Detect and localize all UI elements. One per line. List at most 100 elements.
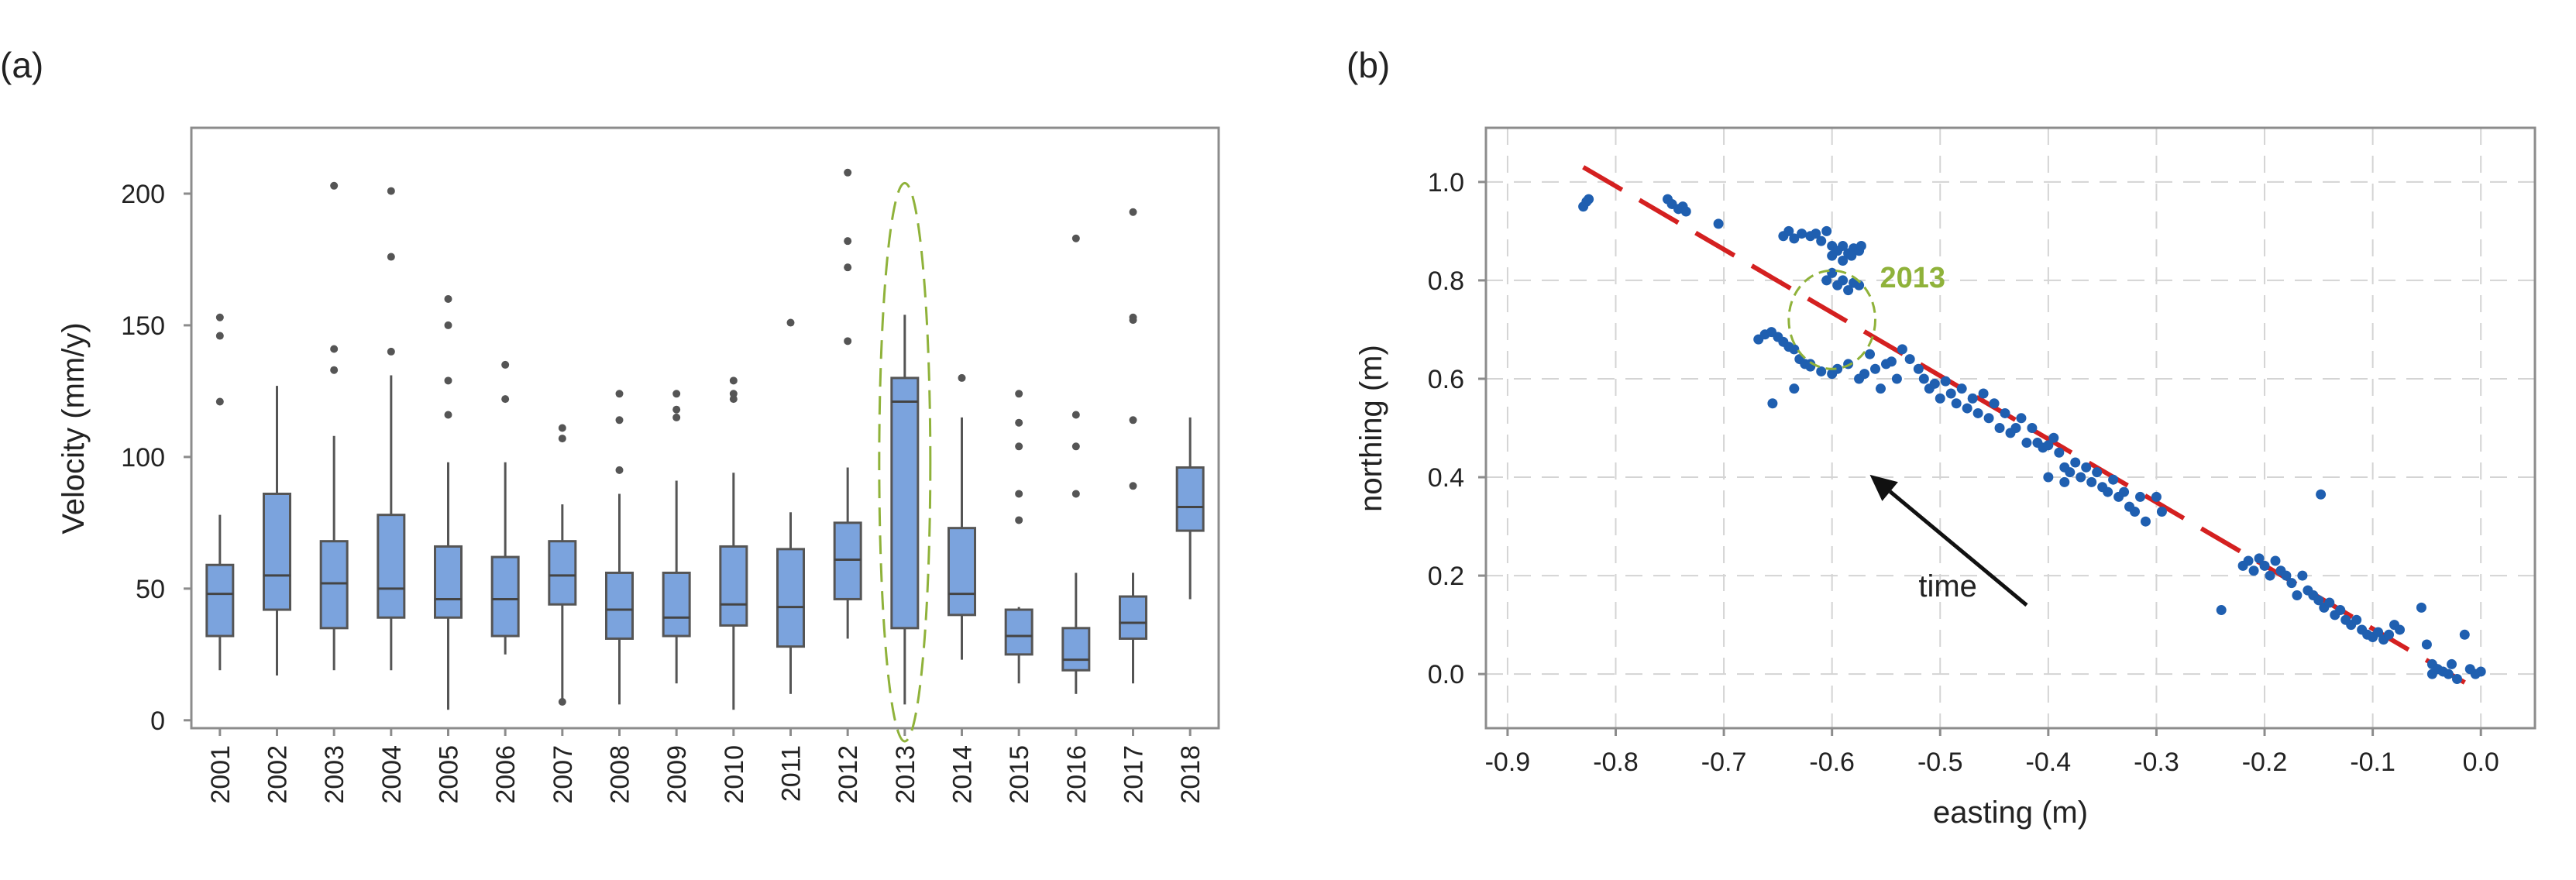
scatter-point — [2092, 467, 2103, 478]
scatter-point — [1783, 225, 1794, 236]
scatter-point — [1865, 349, 1876, 359]
scatter-point — [2313, 595, 2324, 606]
scatter-point — [2070, 457, 2081, 468]
scatter-point — [1967, 393, 1978, 404]
outlier-point — [215, 332, 224, 340]
y-tick-label: 150 — [121, 311, 165, 341]
box-2002 — [263, 386, 291, 676]
scatter-point — [2335, 605, 2346, 616]
panel-b-time-label: time — [1918, 569, 1977, 603]
scatter-point — [2016, 413, 2027, 424]
outlier-point — [672, 413, 681, 421]
scatter-point — [1929, 378, 1940, 389]
scatter-point — [2156, 506, 2167, 517]
scatter-point — [2081, 462, 2092, 473]
scatter-point — [2103, 486, 2113, 497]
x-tick-label: 2001 — [206, 745, 236, 804]
scatter-point — [1989, 398, 2000, 409]
box-2005 — [434, 294, 463, 710]
scatter-point — [1797, 229, 1807, 239]
x-tick-label: -0.6 — [1809, 748, 1855, 777]
scatter-point — [2130, 506, 2141, 517]
box-iqr — [263, 492, 291, 611]
scatter-point — [2027, 423, 2038, 433]
scatter-point — [2243, 555, 2254, 566]
scatter-point — [1838, 240, 1849, 251]
scatter-point — [1827, 250, 1838, 261]
outlier-point — [1071, 490, 1080, 498]
scatter-point — [2076, 472, 2086, 483]
outlier-point — [672, 390, 681, 398]
scatter-point — [2065, 467, 2076, 478]
outlier-point — [330, 366, 339, 374]
scatter-point — [1584, 194, 1594, 205]
scatter-point — [1821, 225, 1832, 236]
scatter-point — [2043, 440, 2054, 451]
scatter-point — [2421, 639, 2432, 650]
scatter-point — [2416, 602, 2426, 613]
outlier-point — [387, 253, 395, 261]
outlier-point — [1129, 208, 1137, 216]
scatter-point — [1680, 206, 1691, 217]
scatter-point — [2108, 474, 2119, 485]
box-2009 — [662, 390, 691, 684]
panel-b-y-ticks: 0.0 0.2 0.4 0.6 0.8 1.0 — [1428, 168, 1486, 689]
outlier-point — [501, 360, 510, 369]
outlier-point — [444, 376, 452, 385]
x-tick-label: 2005 — [435, 745, 464, 804]
scatter-point — [1870, 363, 1881, 374]
scatter-point — [2086, 476, 2097, 487]
scatter-point — [1838, 256, 1849, 266]
outlier-point — [844, 237, 852, 246]
box-2013 — [890, 315, 920, 705]
panel-b-points — [1578, 194, 2486, 684]
box-2018 — [1175, 417, 1205, 600]
outlier-point — [1015, 516, 1023, 524]
box-2017 — [1119, 208, 1147, 684]
scatter-point — [2451, 673, 2462, 684]
box-2014 — [948, 373, 976, 660]
scatter-point — [2281, 570, 2292, 581]
x-tick-label: -0.3 — [2134, 748, 2179, 777]
x-tick-label: 2009 — [662, 745, 692, 804]
scatter-point — [2459, 629, 2470, 640]
scatter-point — [2000, 407, 2010, 418]
scatter-point — [1935, 393, 1945, 404]
box-2016 — [1061, 234, 1091, 694]
outlier-point — [844, 263, 852, 272]
box-iqr — [319, 540, 349, 630]
outlier-point — [1129, 416, 1137, 425]
scatter-point — [2324, 597, 2335, 608]
outlier-point — [1015, 390, 1023, 398]
scatter-point — [2140, 516, 2151, 527]
scatter-point — [1789, 383, 1800, 394]
outlier-point — [1071, 442, 1080, 451]
outlier-point — [844, 337, 852, 345]
panel-b-label: (b) — [1346, 45, 1390, 85]
box-2006 — [490, 360, 520, 655]
x-tick-label: 2015 — [1005, 745, 1034, 804]
scatter-point — [2216, 605, 2227, 616]
outlier-point — [615, 466, 624, 474]
x-tick-label: 2018 — [1176, 745, 1205, 804]
x-tick-label: 0.0 — [2463, 748, 2499, 777]
x-tick-label: -0.4 — [2026, 748, 2072, 777]
outlier-point — [330, 345, 339, 353]
x-tick-label: -0.9 — [1485, 748, 1531, 777]
box-2001 — [205, 313, 235, 671]
outlier-point — [387, 347, 395, 356]
box-iqr — [605, 571, 634, 640]
outlier-point — [444, 321, 452, 329]
scatter-point — [1972, 407, 1983, 418]
scatter-point — [1962, 403, 1972, 414]
scatter-point — [2021, 438, 2032, 449]
x-tick-label: 2011 — [777, 745, 807, 802]
x-tick-label: 2004 — [377, 745, 407, 804]
panel-b-time-arrow — [1889, 490, 2028, 607]
scatter-point — [2048, 432, 2059, 443]
panel-b-x-axis-title: easting (m) — [1933, 796, 2088, 830]
panel-a-boxes — [205, 168, 1205, 743]
box-iqr — [1061, 627, 1091, 672]
y-tick-label: 0.4 — [1428, 463, 1464, 493]
scatter-point — [1838, 275, 1849, 286]
